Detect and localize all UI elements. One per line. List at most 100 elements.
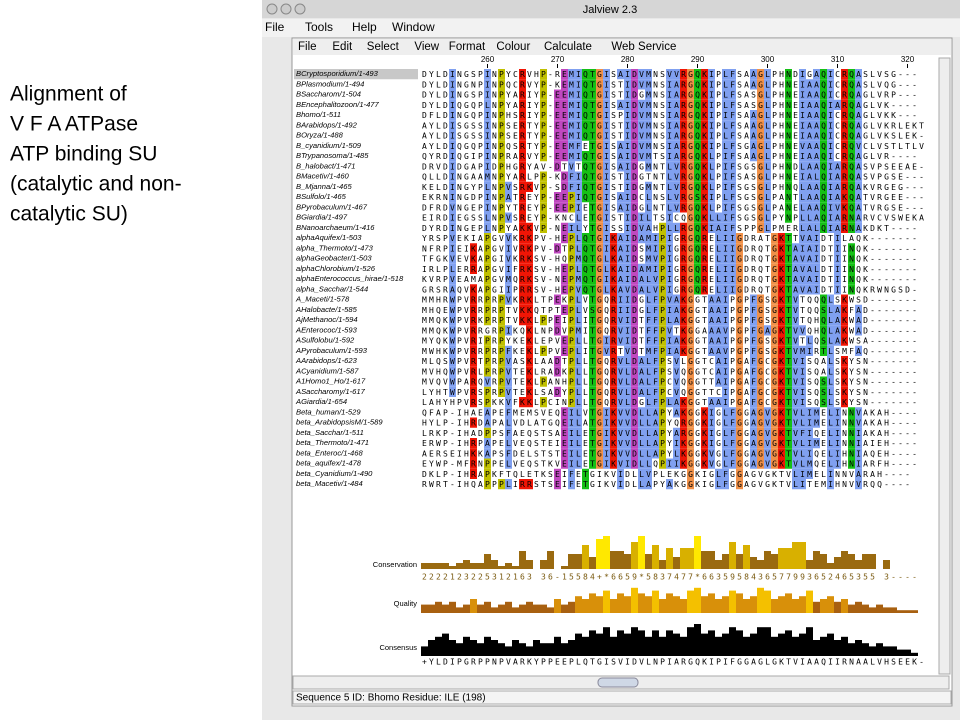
residue-bg <box>596 161 603 172</box>
sequence-name[interactable]: alphaAquifex/1-503 <box>296 233 362 242</box>
residue-bg <box>813 407 820 418</box>
sequence: MMQKWPVRKPRPTVKKLPPEIPLITGQRVIDTFFPLAKGG… <box>422 316 917 325</box>
quality-bar <box>750 596 757 613</box>
sequence-name[interactable]: BCryptosporidium/1-493 <box>296 69 379 78</box>
sequence-name[interactable]: BEncephalitozoon/1-477 <box>296 100 380 109</box>
menu-item[interactable]: Web Service <box>611 41 676 53</box>
sequence-name[interactable]: BPyrobaculum/1-467 <box>296 202 368 211</box>
minimize-button[interactable] <box>280 3 292 15</box>
sequence-name[interactable]: AArabidops/1-623 <box>295 356 358 365</box>
sequence-name[interactable]: AHalobacte/1-585 <box>295 305 358 314</box>
conservation-bar <box>666 548 673 569</box>
residue-bg <box>561 222 568 233</box>
sequence-name[interactable]: APyrobaculum/1-593 <box>295 346 368 355</box>
residue-bg <box>638 263 645 274</box>
sequence-name[interactable]: BGiardia/1-497 <box>296 213 348 222</box>
residue-bg <box>540 110 547 121</box>
sequence-name[interactable]: BOryza/1-488 <box>296 131 344 140</box>
residue-bg <box>778 325 785 336</box>
app-menu-item[interactable]: Help <box>352 20 377 34</box>
residue-bg <box>589 151 596 162</box>
residue-bg <box>631 366 638 377</box>
residue-bg <box>806 202 813 213</box>
sequence-name[interactable]: BSaccharom/1-504 <box>296 90 361 99</box>
v-scrollbar[interactable] <box>938 57 951 675</box>
residue-bg <box>596 140 603 151</box>
scroll-thumb[interactable] <box>597 677 639 688</box>
sequence-name[interactable]: alphaChlorobium/1-526 <box>296 264 376 273</box>
sequence-name[interactable]: beta_ArabidopsisM/1-589 <box>296 418 383 427</box>
residue-bg <box>792 468 799 479</box>
sequence-name[interactable]: ASulfolobu/1-592 <box>295 336 355 345</box>
residue-bg <box>470 294 477 305</box>
menu-item[interactable]: File <box>298 41 317 53</box>
sequence-name[interactable]: beta_Enteroc/1-468 <box>296 448 363 457</box>
sequence-name[interactable]: ASaccharomy/1-617 <box>295 387 366 396</box>
residue-bg <box>624 243 631 254</box>
residue-bg <box>666 479 673 490</box>
sequence-name[interactable]: beta_aquifex/1-478 <box>296 459 362 468</box>
residue-bg <box>764 448 771 459</box>
residue-bg <box>561 79 568 90</box>
residue-bg <box>505 181 512 192</box>
residue-bg <box>638 448 645 459</box>
zoom-button[interactable] <box>294 3 306 15</box>
sequence-name[interactable]: beta_Thermoto/1-471 <box>296 438 369 447</box>
residue-bg <box>855 69 862 80</box>
sequence-name[interactable]: alphaGeobacter/1-503 <box>296 254 372 263</box>
menu-item[interactable]: Calculate <box>544 41 592 53</box>
sequence-name[interactable]: BMacetiv/1-460 <box>296 172 350 181</box>
sequence-name[interactable]: AjMethanoc/1-594 <box>295 315 358 324</box>
residue-bg <box>666 325 673 336</box>
sequence-name[interactable]: beta_Sacchar/1-511 <box>296 428 364 437</box>
residue-bg <box>855 110 862 121</box>
residue-bg <box>652 315 659 326</box>
residue-bg <box>701 69 708 80</box>
sequence-name[interactable]: B_Mjanna/1-465 <box>296 182 353 191</box>
residue-bg <box>498 181 505 192</box>
residue-bg <box>715 212 722 223</box>
sequence-name[interactable]: B_halobact/1-471 <box>296 161 356 170</box>
sequence-name[interactable]: alphaEnterococcus_hirae/1-518 <box>296 274 404 283</box>
residue-bg <box>799 202 806 213</box>
residue-bg <box>673 89 680 100</box>
sequence-name[interactable]: alpha_Thermoto/1-473 <box>296 243 374 252</box>
app-menu-item[interactable]: Window <box>392 20 435 34</box>
sequence-name[interactable]: BPlasmodium/1-494 <box>296 79 364 88</box>
sequence-name[interactable]: B_cyanidium/1-509 <box>296 141 362 150</box>
sequence-name[interactable]: Beta_human/1-529 <box>296 407 361 416</box>
menu-item[interactable]: Colour <box>496 41 530 53</box>
sequence-name[interactable]: AGiardia/1-654 <box>295 397 347 406</box>
residue-bg <box>470 253 477 264</box>
sequence-name[interactable]: BSulfolo/1-465 <box>296 192 347 201</box>
residue-bg <box>484 212 491 223</box>
menu-item[interactable]: Select <box>367 41 400 53</box>
sequence-name[interactable]: A1Homo1_Ho/1-617 <box>295 377 366 386</box>
annotation-label: Quality <box>394 599 418 608</box>
residue-bg <box>589 397 596 408</box>
sequence-name[interactable]: beta_Macetiv/1-484 <box>296 479 363 488</box>
consensus-bar <box>771 636 778 656</box>
menu-item[interactable]: Edit <box>332 41 353 53</box>
sequence-name[interactable]: ACyanidium/1-587 <box>295 366 359 375</box>
sequence-name[interactable]: BArabidops/1-492 <box>296 120 358 129</box>
sequence-name[interactable]: beta_Cyanidium/1-490 <box>296 469 373 478</box>
residue-bg <box>736 407 743 418</box>
residue-bg <box>750 79 757 90</box>
sequence-name[interactable]: Bhomo/1-511 <box>296 110 341 119</box>
sequence-name[interactable]: alpha_Sacchar/1-544 <box>296 284 368 293</box>
app-menu-item[interactable]: File <box>265 20 285 34</box>
close-button[interactable] <box>266 3 278 15</box>
menu-item[interactable]: View <box>414 41 439 53</box>
residue-bg <box>799 243 806 254</box>
sequence-name[interactable]: BNanoarchaeum/1-416 <box>296 223 375 232</box>
sequence-name[interactable]: A_Maceti/1-578 <box>295 295 350 304</box>
app-menu-item[interactable]: Tools <box>305 20 333 34</box>
residue-bg <box>722 468 729 479</box>
consensus-bar <box>533 640 540 656</box>
residue-bg <box>757 458 764 469</box>
sequence-name[interactable]: AEnterococ/1-593 <box>295 325 358 334</box>
quality-bar <box>736 593 743 613</box>
menu-item[interactable]: Format <box>449 41 486 53</box>
sequence-name[interactable]: BTrypanosoma/1-485 <box>296 151 369 160</box>
